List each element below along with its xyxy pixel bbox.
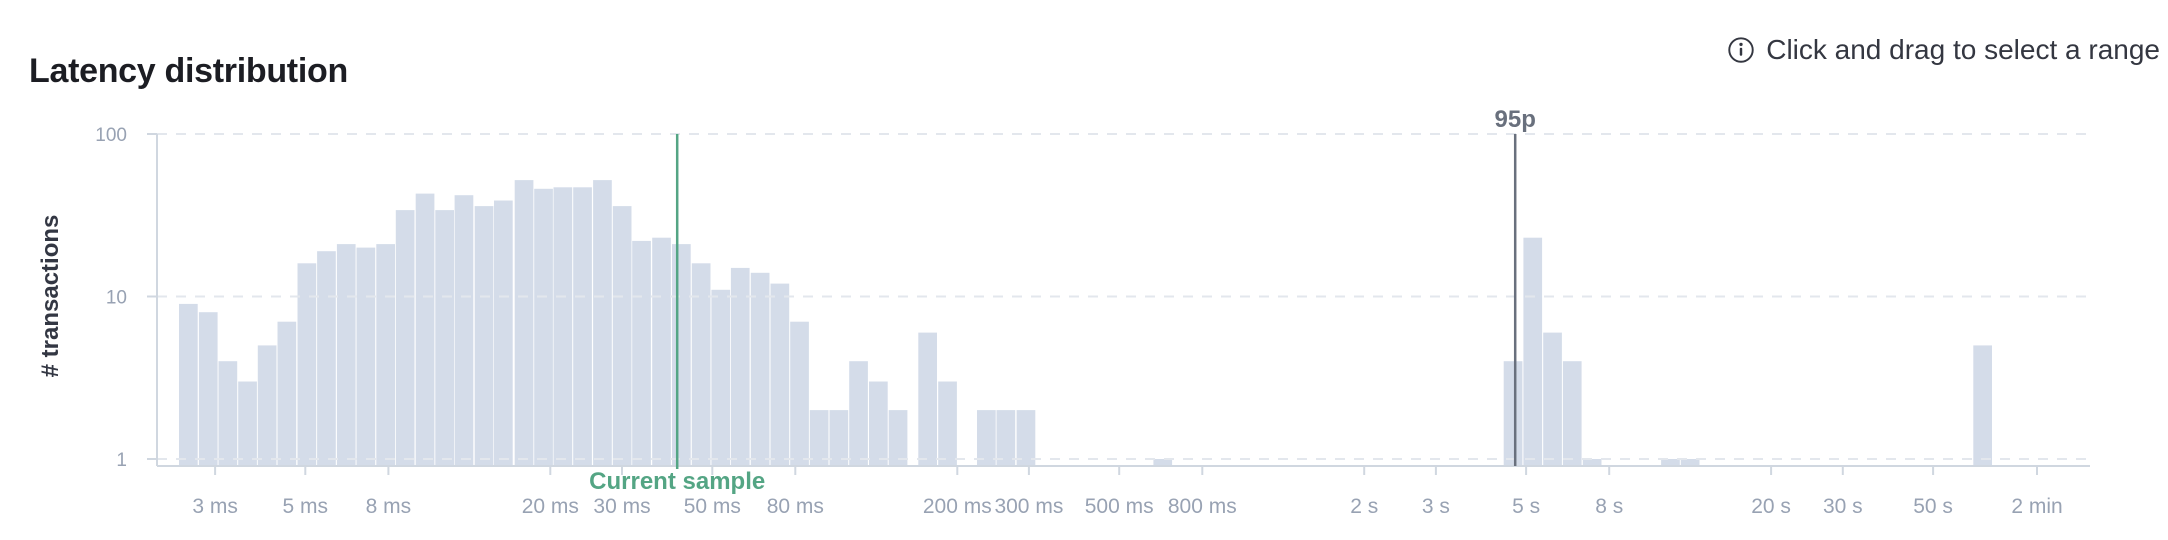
page-title: Latency distribution — [29, 52, 348, 91]
histogram-bar — [869, 381, 888, 466]
histogram-bar — [888, 410, 908, 466]
histogram-bar — [1523, 237, 1543, 466]
histogram-bar — [977, 410, 996, 466]
x-tick-label: 30 s — [1823, 495, 1863, 518]
histogram-bar — [257, 345, 277, 466]
histogram-bar — [1680, 459, 1700, 466]
histogram-bar — [534, 188, 553, 467]
info-circle-icon — [1728, 37, 1754, 63]
y-axis-title: # transactions — [37, 215, 64, 378]
histogram-bar — [593, 180, 612, 466]
histogram-bar — [395, 210, 415, 466]
histogram-bar — [474, 206, 494, 466]
histogram-bar — [336, 244, 356, 466]
histogram-bar — [1543, 332, 1562, 466]
histogram-bar — [1153, 459, 1173, 466]
x-tick-label: 200 ms — [923, 495, 992, 518]
range-selection-hint: Click and drag to select a range — [1727, 34, 2160, 66]
histogram-bar — [829, 410, 849, 466]
histogram-bar — [238, 381, 257, 466]
histogram-bar — [770, 283, 790, 466]
y-tick-label: 100 — [95, 125, 127, 146]
marker-label-p95: 95p — [1495, 106, 1536, 133]
histogram-bar — [277, 321, 297, 466]
histogram-bar — [376, 244, 395, 466]
range-selection-hint-text: Click and drag to select a range — [1766, 34, 2160, 65]
histogram-bar — [218, 361, 238, 466]
histogram-bar — [711, 289, 731, 466]
x-tick-label: 500 ms — [1085, 495, 1154, 518]
histogram-bar — [612, 206, 632, 466]
x-tick-label: 80 ms — [767, 495, 824, 518]
x-tick-label: 50 ms — [684, 495, 741, 518]
x-tick-label: 8 ms — [366, 495, 412, 518]
histogram-bar — [938, 381, 957, 466]
y-tick-label: 1 — [116, 450, 127, 471]
histogram-bar — [454, 195, 474, 466]
histogram-bar — [750, 272, 770, 466]
histogram-bar — [652, 237, 671, 466]
histogram-bar — [790, 321, 809, 466]
x-tick-label: 20 ms — [522, 495, 579, 518]
gridlines: 100 10 1 — [95, 125, 2090, 471]
histogram-bar — [809, 410, 829, 466]
x-tick-label: 5 ms — [283, 495, 329, 518]
x-tick-label: 300 ms — [994, 495, 1063, 518]
x-tick-label: 5 s — [1512, 495, 1540, 518]
histogram-bar — [179, 303, 198, 466]
histogram-bar — [573, 187, 592, 467]
histogram-bar — [317, 251, 336, 466]
x-tick-label: 50 s — [1913, 495, 1953, 518]
histogram-bar — [494, 200, 513, 466]
x-tick-label: 2 s — [1350, 495, 1378, 518]
x-tick-label: 3 s — [1422, 495, 1450, 518]
marker-label-current-sample: Current sample — [589, 468, 765, 495]
histogram-bar — [1503, 361, 1523, 466]
histogram-bar — [1016, 410, 1036, 466]
histogram-bar — [1661, 459, 1680, 466]
x-tick-label: 30 ms — [593, 495, 650, 518]
y-tick-label: 10 — [106, 288, 127, 309]
histogram-bar — [849, 361, 868, 466]
histogram-bar — [553, 187, 573, 467]
histogram-bar — [1973, 345, 1992, 466]
annotations: 95p Current sample — [589, 106, 1536, 495]
histogram-bars — [179, 180, 1992, 467]
x-tick-label: 3 ms — [192, 495, 238, 518]
axes: 3 ms 5 ms 8 ms 20 ms 30 ms 50 ms 80 ms 200 ms 30… — [156, 134, 2090, 518]
x-tick-label: 20 s — [1751, 495, 1791, 518]
histogram-bar — [198, 312, 218, 466]
histogram-bar — [514, 180, 534, 466]
chart-drag-overlay[interactable] — [157, 134, 2090, 466]
histogram-bar — [435, 210, 454, 466]
histogram-bar — [356, 247, 376, 466]
x-tick-label: 2 min — [2011, 495, 2062, 518]
histogram-bar — [691, 263, 711, 466]
histogram-bar — [297, 263, 317, 466]
histogram-bar — [730, 267, 750, 466]
histogram-bar — [1582, 459, 1602, 466]
x-tick-label: 8 s — [1595, 495, 1623, 518]
histogram-bar — [1562, 361, 1582, 466]
histogram-bar — [918, 332, 937, 466]
x-tick-label: 800 ms — [1168, 495, 1237, 518]
histogram-bar — [996, 410, 1016, 466]
histogram-bar — [415, 193, 435, 466]
